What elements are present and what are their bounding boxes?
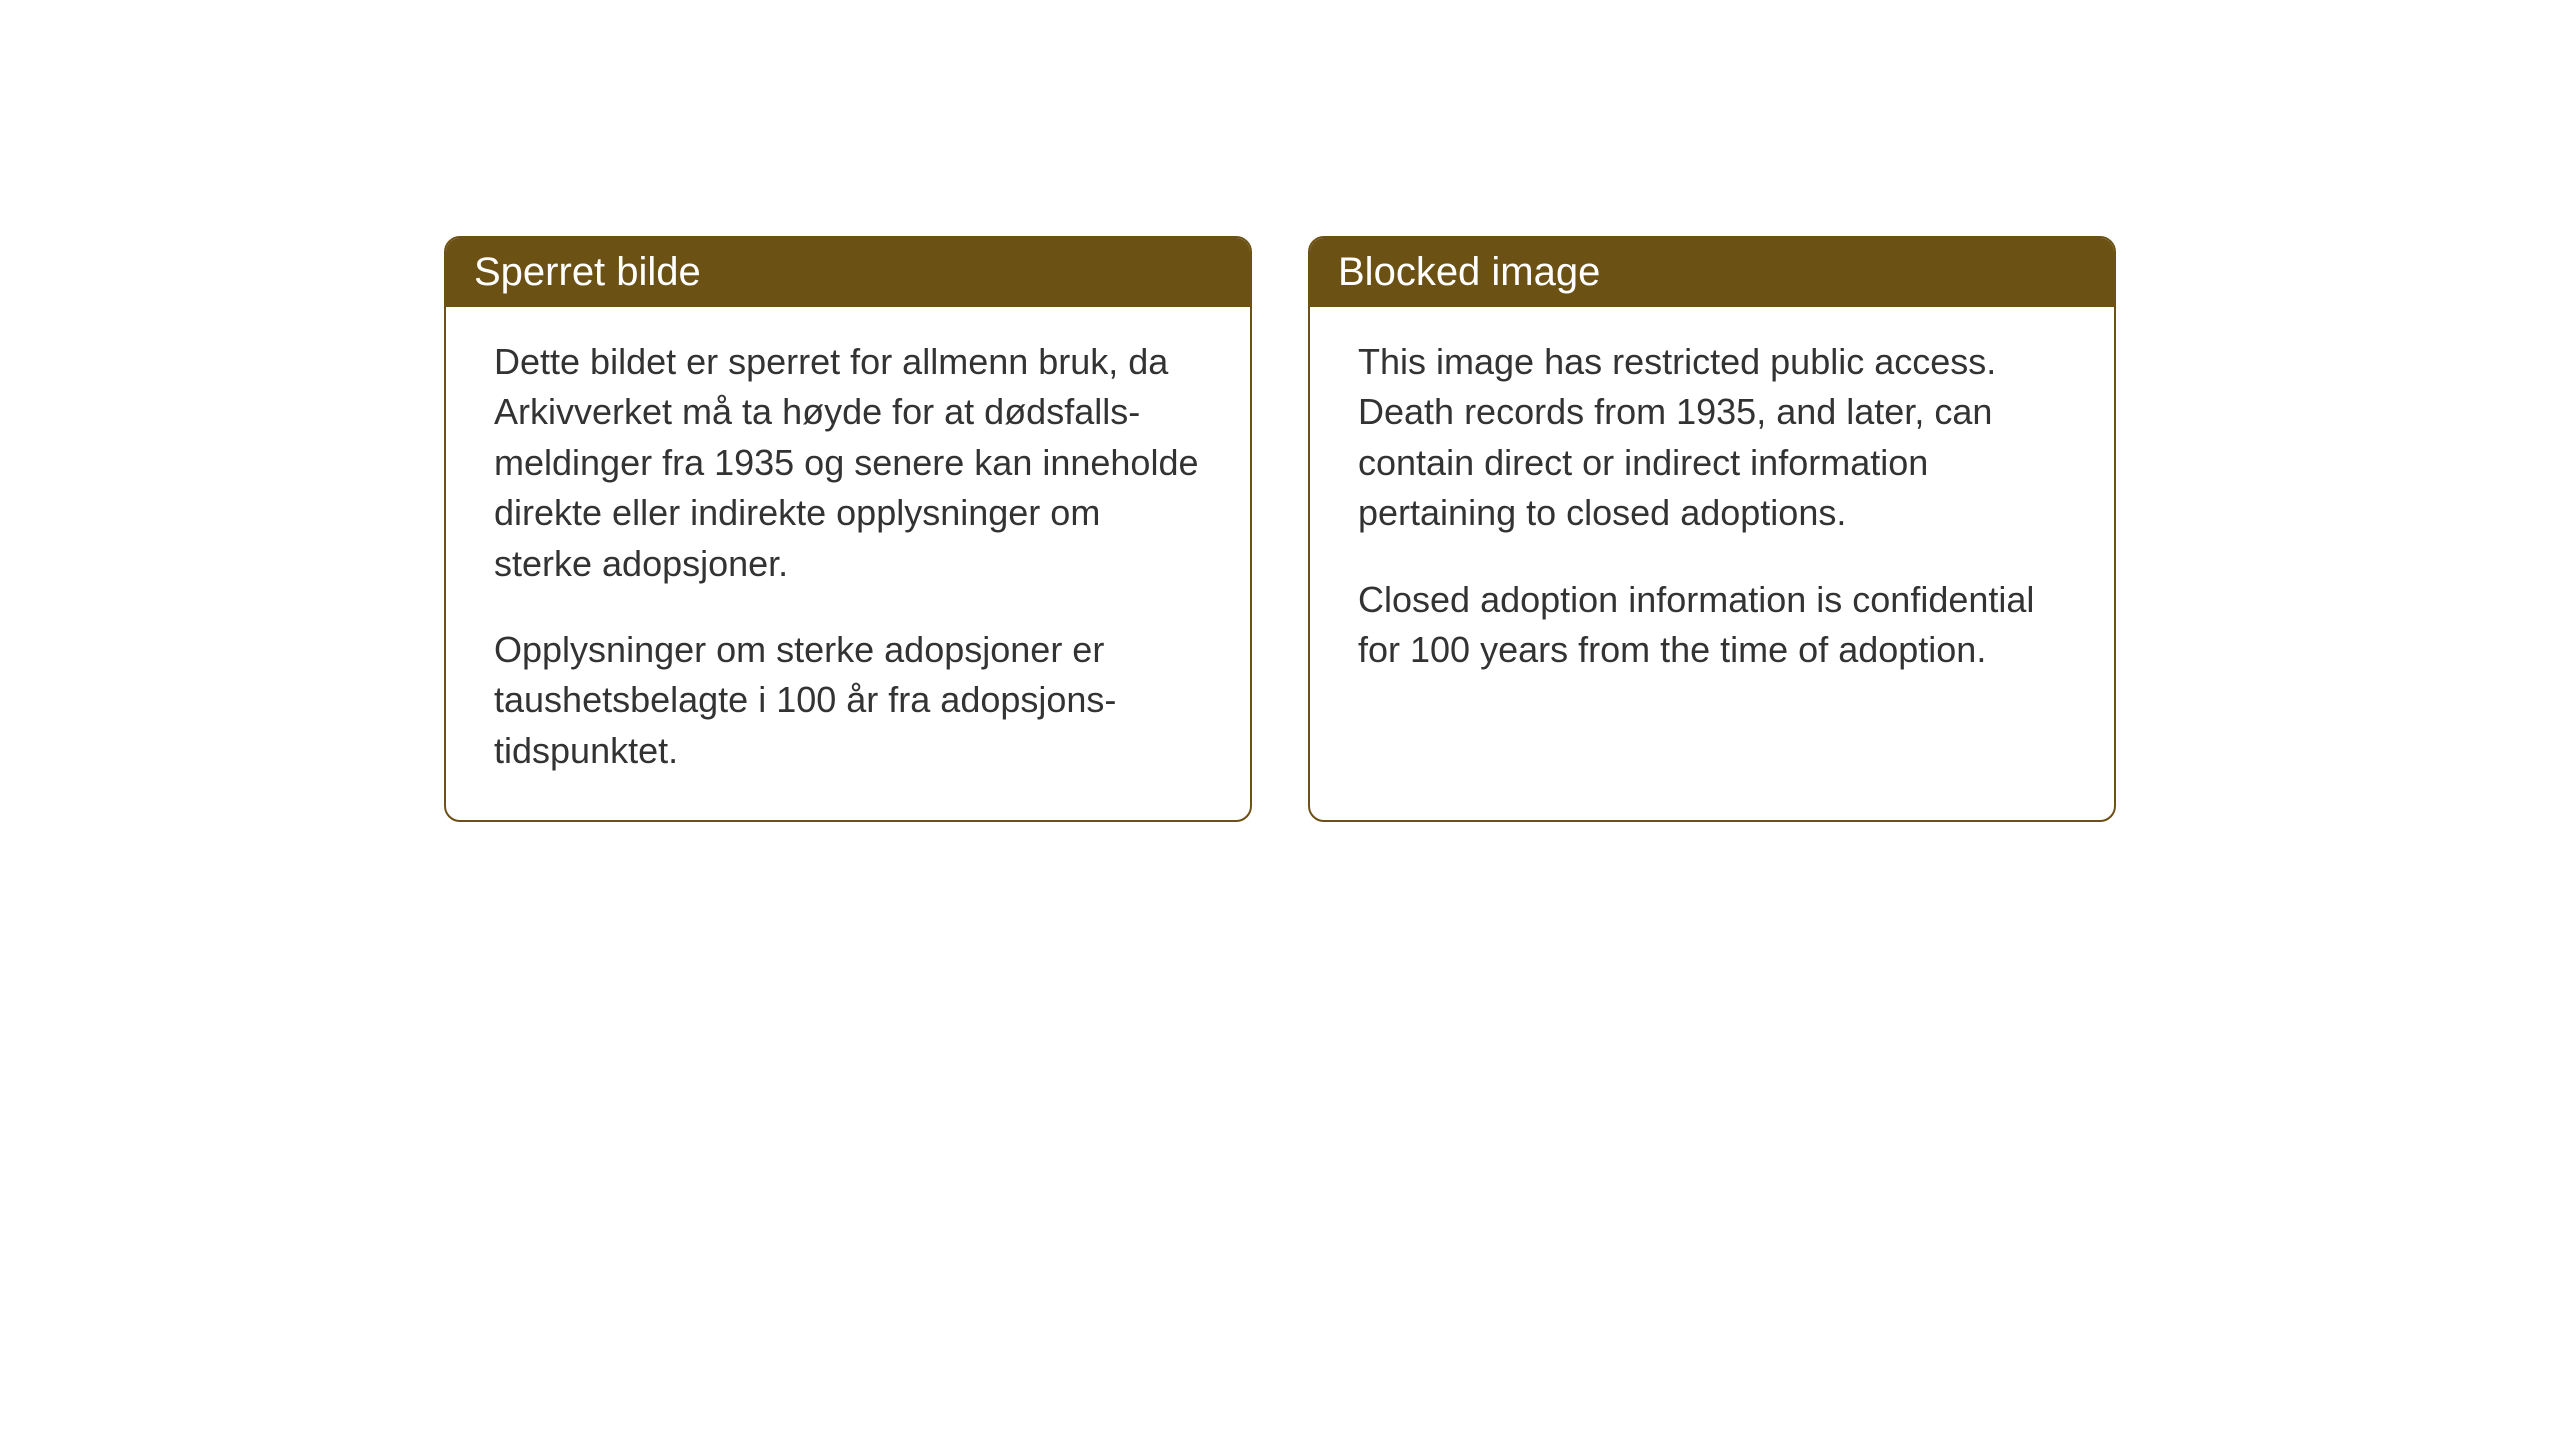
notice-paragraph: Dette bildet er sperret for allmenn bruk… [494,337,1202,589]
notice-paragraph: Closed adoption information is confident… [1358,575,2066,676]
notice-card-english: Blocked image This image has restricted … [1308,236,2116,822]
notice-paragraph: This image has restricted public access.… [1358,337,2066,539]
notice-title: Blocked image [1338,250,1600,294]
notice-card-norwegian: Sperret bilde Dette bildet er sperret fo… [444,236,1252,822]
notice-paragraph: Opplysninger om sterke adopsjoner er tau… [494,625,1202,776]
notice-body-norwegian: Dette bildet er sperret for allmenn bruk… [446,307,1250,820]
notice-header-norwegian: Sperret bilde [446,238,1250,307]
notice-title: Sperret bilde [474,250,701,294]
notice-header-english: Blocked image [1310,238,2114,307]
notice-body-english: This image has restricted public access.… [1310,307,2114,719]
notice-container: Sperret bilde Dette bildet er sperret fo… [444,236,2116,822]
